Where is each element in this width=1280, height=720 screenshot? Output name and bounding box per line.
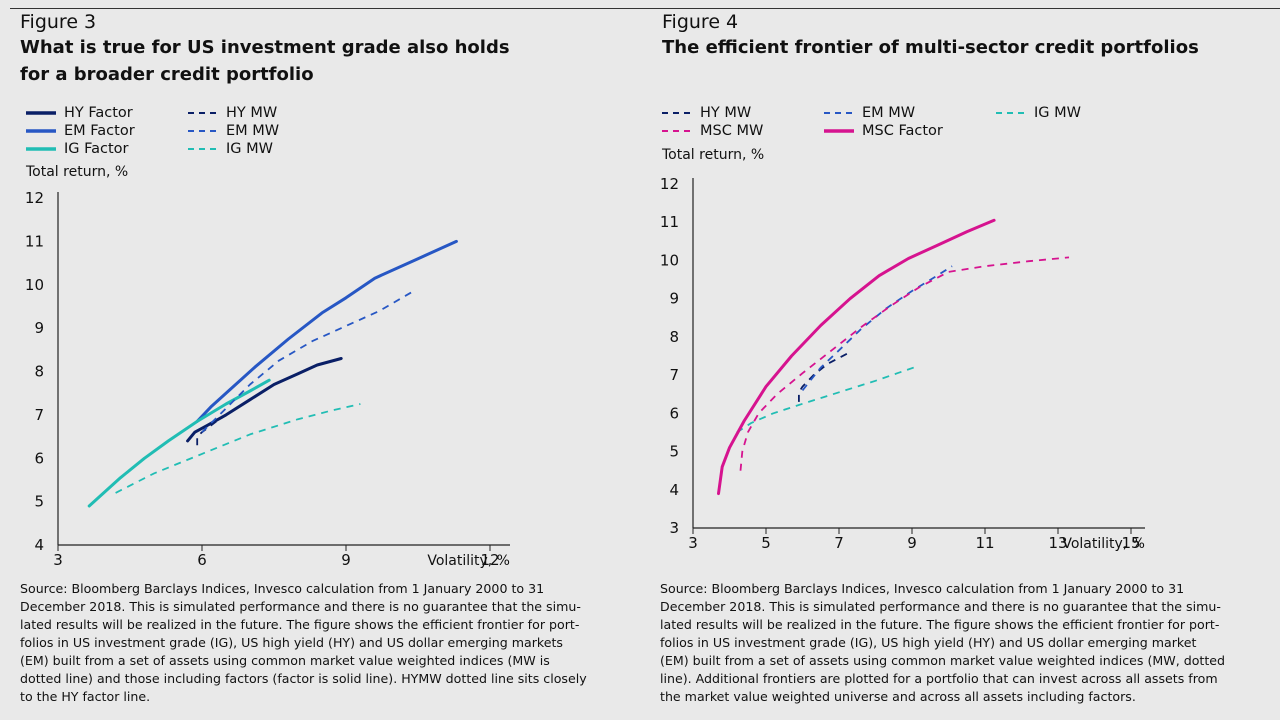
source-line: December 2018. This is simulated perform… [20, 599, 581, 614]
figure-4-y-axis-label: Total return, % [662, 147, 765, 163]
source-line: Source: Bloomberg Barclays Indices, Inve… [660, 581, 1185, 596]
source-line: dotted line) and those including factors… [20, 671, 587, 686]
legend-label: MSC Factor [862, 123, 943, 139]
source-line: to the HY factor line. [20, 689, 151, 704]
figure-4-source-note: Source: Bloomberg Barclays Indices, Inve… [660, 580, 1250, 706]
y-tick-label: 12 [660, 175, 679, 193]
y-tick-label: 10 [25, 276, 44, 294]
series-line-ig-factor [87, 378, 271, 508]
source-line: Source: Bloomberg Barclays Indices, Inve… [20, 581, 545, 596]
x-tick-label: 9 [907, 534, 917, 552]
y-tick-label: 4 [34, 536, 44, 554]
source-line: the market value weighted universe and a… [660, 689, 1136, 704]
x-tick-label: 3 [53, 551, 63, 569]
source-line: folios in US investment grade (IG), US h… [20, 635, 563, 650]
figure-4-label: Figure 4 [662, 11, 739, 33]
legend-label: IG Factor [64, 141, 129, 157]
y-tick-label: 7 [669, 366, 679, 384]
legend-label: EM Factor [64, 123, 135, 139]
figure-3-title: What is true for US investment grade als… [20, 34, 620, 88]
legend-label: MSC MW [700, 123, 764, 139]
x-tick-label: 7 [834, 534, 844, 552]
x-axis-label: Volatility, % [427, 553, 510, 569]
y-tick-label: 8 [669, 328, 679, 346]
y-tick-label: 3 [669, 519, 679, 537]
legend-label: IG MW [1034, 105, 1081, 121]
source-line: folios in US investment grade (IG), US h… [660, 635, 1197, 650]
x-tick-label: 9 [341, 551, 351, 569]
y-tick-label: 12 [25, 189, 44, 207]
legend-label: EM MW [862, 105, 916, 121]
legend-label: HY Factor [64, 105, 133, 121]
series-line-em-mw-dashed [201, 290, 414, 433]
source-line: (EM) built from a set of assets using co… [20, 653, 550, 668]
figure-4-title: The efficient frontier of multi-sector c… [662, 34, 1262, 61]
y-tick-label: 6 [669, 404, 679, 422]
source-line: lated results will be realized in the fu… [20, 617, 580, 632]
y-tick-label: 5 [669, 443, 679, 461]
figure-4-title-line-1: The efficient frontier of multi-sector c… [662, 37, 1199, 58]
x-tick-label: 12 [480, 551, 499, 569]
series-line-ig-mw-dashed [736, 364, 920, 434]
source-line: line). Additional frontiers are plotted … [660, 671, 1218, 686]
figure-4-panel: Figure 4 The efficient frontier of multi… [662, 10, 1262, 61]
figure-3-source-note: Source: Bloomberg Barclays Indices, Inve… [20, 580, 610, 706]
series-line-em-factor [195, 239, 458, 423]
top-rule [10, 8, 1280, 9]
x-tick-label: 13 [1048, 534, 1067, 552]
series-line-ig-mw-dashed [115, 403, 361, 494]
x-tick-label: 3 [688, 534, 698, 552]
x-axis-label: Volatility, % [1062, 536, 1145, 552]
x-tick-label: 11 [975, 534, 994, 552]
series-line-hy-factor [186, 357, 343, 443]
series-line-msc-mw-dashed [739, 256, 1070, 471]
y-tick-label: 5 [34, 493, 44, 511]
y-tick-label: 6 [34, 449, 44, 467]
figure-3-title-line-2: for a broader credit portfolio [20, 64, 314, 85]
source-line: lated results will be realized in the fu… [660, 617, 1220, 632]
figure-3-title-line-1: What is true for US investment grade als… [20, 37, 510, 58]
legend-label: HY MW [700, 105, 752, 121]
y-tick-label: 11 [25, 232, 44, 250]
figure-3-panel: Figure 3 What is true for US investment … [20, 10, 620, 88]
y-tick-label: 4 [669, 481, 679, 499]
series-line-msc-factor [717, 218, 996, 496]
y-tick-label: 7 [34, 406, 44, 424]
figure-3-label: Figure 3 [20, 11, 97, 33]
y-tick-label: 9 [34, 319, 44, 337]
y-tick-label: 10 [660, 251, 679, 269]
y-tick-label: 9 [669, 290, 679, 308]
y-tick-label: 8 [34, 363, 44, 381]
x-tick-label: 5 [761, 534, 771, 552]
source-line: December 2018. This is simulated perform… [660, 599, 1221, 614]
source-line: (EM) built from a set of assets using co… [660, 653, 1226, 668]
y-tick-label: 11 [660, 213, 679, 231]
series-line-em-mw-dashed [801, 265, 953, 391]
legend-label: HY MW [226, 105, 278, 121]
series-line-hy-mw-dashed [798, 351, 851, 402]
legend-label: EM MW [226, 123, 280, 139]
figure-3-y-axis-label: Total return, % [26, 164, 129, 180]
x-tick-label: 6 [197, 551, 207, 569]
x-tick-label: 15 [1121, 534, 1140, 552]
legend-label: IG MW [226, 141, 273, 157]
